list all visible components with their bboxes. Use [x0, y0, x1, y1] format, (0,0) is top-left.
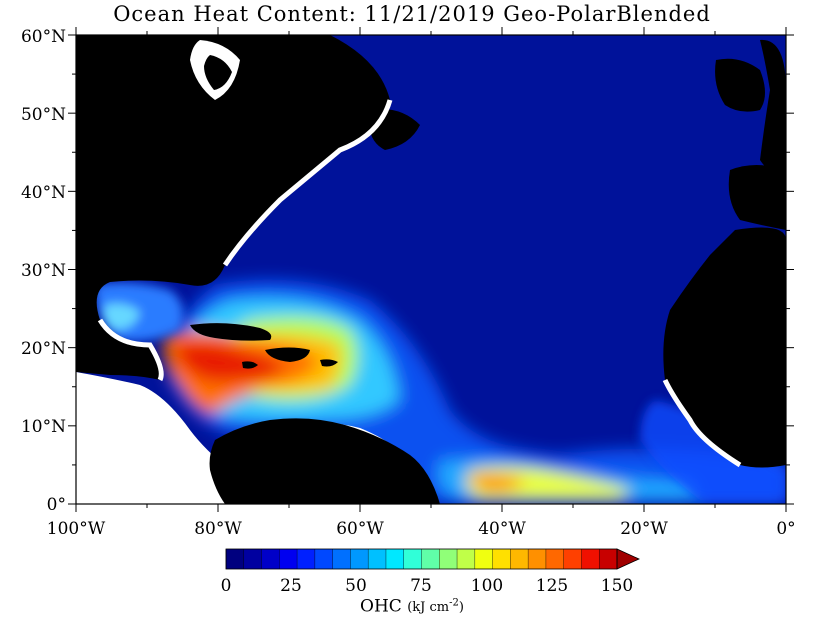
lon-label-60w: 60°W — [336, 519, 384, 539]
lon-label-80w: 80°W — [194, 519, 242, 539]
europe — [760, 39, 786, 180]
colorbar-unit-label: OHC (kJ cm-2) — [0, 592, 824, 620]
colorbar-cell — [492, 549, 511, 569]
lon-label-20w: 20°W — [620, 519, 668, 539]
south-america — [209, 418, 440, 504]
coastal-nodata — [97, 99, 742, 468]
lat-label-30n: 30°N — [21, 261, 66, 281]
lon-label-40w: 40°W — [478, 519, 526, 539]
colorbar-tick-25: 25 — [280, 576, 302, 596]
colorbar-cell — [261, 549, 280, 569]
colorbar-cell — [297, 549, 316, 569]
colorbar-tick-75: 75 — [410, 576, 432, 596]
colorbar-cell — [368, 549, 387, 569]
colorbar: 0 25 50 75 100 125 150 — [221, 548, 640, 596]
colorbar-cells — [225, 548, 640, 570]
colorbar-cell — [279, 549, 298, 569]
colorbar-cell — [314, 549, 333, 569]
lat-label-50n: 50°N — [21, 105, 66, 125]
colorbar-tick-150: 150 — [601, 576, 633, 596]
colorbar-cell — [403, 549, 422, 569]
colorbar-cell — [510, 549, 529, 569]
africa — [663, 227, 786, 468]
colorbar-cell — [563, 549, 582, 569]
colorbar-cell — [457, 549, 476, 569]
colorbar-cell — [226, 549, 245, 569]
hispaniola — [265, 347, 310, 362]
map-plot-area — [76, 35, 786, 504]
axis-ticks — [68, 27, 794, 512]
cuba — [190, 323, 272, 341]
colorbar-tick-125: 125 — [536, 576, 568, 596]
colorbar-cell — [599, 549, 618, 569]
colorbar-quantity: OHC — [360, 596, 402, 617]
lon-label-0: 0° — [776, 519, 795, 539]
colorbar-tick-100: 100 — [471, 576, 503, 596]
lon-label-100w: 100°W — [47, 519, 106, 539]
lat-label-60n: 60°N — [21, 27, 66, 47]
north-america — [76, 35, 390, 380]
lat-axis-labels: 60°N 50°N 40°N 30°N 20°N 10°N 0° — [21, 27, 66, 515]
puerto-rico — [320, 359, 338, 367]
colorbar-units: (kJ cm-2) — [407, 598, 464, 616]
lon-axis-labels: 100°W 80°W 60°W 40°W 20°W 0° — [47, 519, 796, 539]
lat-label-40n: 40°N — [21, 183, 66, 203]
colorbar-cell — [528, 549, 547, 569]
colorbar-cell — [439, 549, 458, 569]
colorbar-cell — [332, 549, 351, 569]
colorbar-cell — [474, 549, 493, 569]
colorbar-cell — [243, 549, 262, 569]
colorbar-overflow-arrow — [616, 548, 640, 570]
iberia — [728, 165, 786, 230]
colorbar-cell — [581, 549, 600, 569]
lat-label-0: 0° — [47, 495, 66, 515]
british-isles — [715, 58, 765, 112]
lat-label-10n: 10°N — [21, 417, 66, 437]
colorbar-tick-50: 50 — [345, 576, 367, 596]
colorbar-tick-0: 0 — [221, 576, 232, 596]
colorbar-cell — [545, 549, 564, 569]
colorbar-cell — [350, 549, 369, 569]
colorbar-tick-labels: 0 25 50 75 100 125 150 — [221, 576, 634, 596]
hudson-island — [204, 55, 232, 90]
jamaica — [242, 361, 258, 369]
colorbar-cell — [385, 549, 405, 569]
lat-label-20n: 20°N — [21, 339, 66, 359]
map-title: Ocean Heat Content: 11/21/2019 Geo-Polar… — [113, 2, 711, 26]
colorbar-cell — [421, 549, 440, 569]
